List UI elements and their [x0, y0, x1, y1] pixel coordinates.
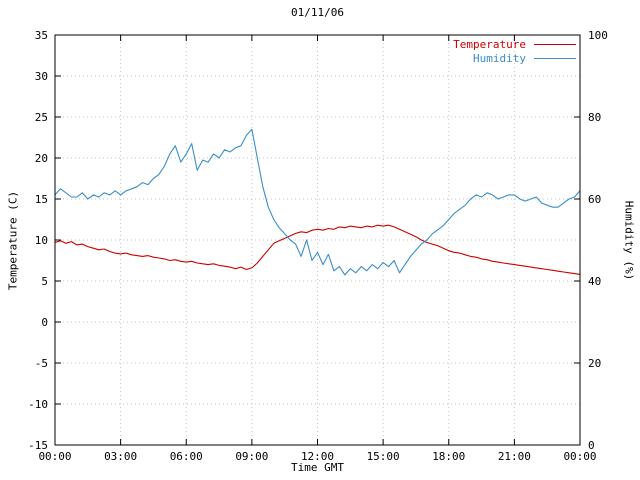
svg-text:06:00: 06:00 [170, 450, 203, 463]
svg-text:30: 30 [35, 70, 48, 83]
svg-text:25: 25 [35, 111, 48, 124]
svg-text:20: 20 [588, 357, 601, 370]
x-axis-label: Time GMT [291, 461, 344, 474]
legend-line-temperature [534, 43, 576, 45]
y-axis-label-left: Temperature (C) [6, 190, 20, 291]
svg-text:100: 100 [588, 29, 608, 42]
legend-label-humidity: Humidity [473, 51, 526, 65]
legend-item-humidity: Humidity [453, 51, 576, 65]
svg-text:-10: -10 [28, 398, 48, 411]
svg-text:-5: -5 [35, 357, 48, 370]
svg-text:03:00: 03:00 [104, 450, 137, 463]
svg-text:-15: -15 [28, 439, 48, 452]
svg-text:18:00: 18:00 [432, 450, 465, 463]
svg-text:60: 60 [588, 193, 601, 206]
svg-text:80: 80 [588, 111, 601, 124]
svg-text:10: 10 [35, 234, 48, 247]
svg-text:40: 40 [588, 275, 601, 288]
legend: Temperature Humidity [453, 37, 576, 65]
svg-text:12:00: 12:00 [301, 450, 334, 463]
y-axis-label-right: Humidity (%) [622, 200, 636, 281]
svg-text:0: 0 [41, 316, 48, 329]
legend-line-humidity [534, 57, 576, 59]
svg-text:09:00: 09:00 [235, 450, 268, 463]
svg-text:21:00: 21:00 [498, 450, 531, 463]
svg-text:35: 35 [35, 29, 48, 42]
chart-title: 01/11/06 [291, 6, 344, 19]
legend-label-temperature: Temperature [453, 37, 526, 51]
svg-text:15: 15 [35, 193, 48, 206]
legend-item-temperature: Temperature [453, 37, 576, 51]
svg-text:00:00: 00:00 [38, 450, 71, 463]
svg-text:00:00: 00:00 [563, 450, 596, 463]
svg-text:0: 0 [588, 439, 595, 452]
svg-text:15:00: 15:00 [367, 450, 400, 463]
svg-text:5: 5 [41, 275, 48, 288]
svg-text:20: 20 [35, 152, 48, 165]
